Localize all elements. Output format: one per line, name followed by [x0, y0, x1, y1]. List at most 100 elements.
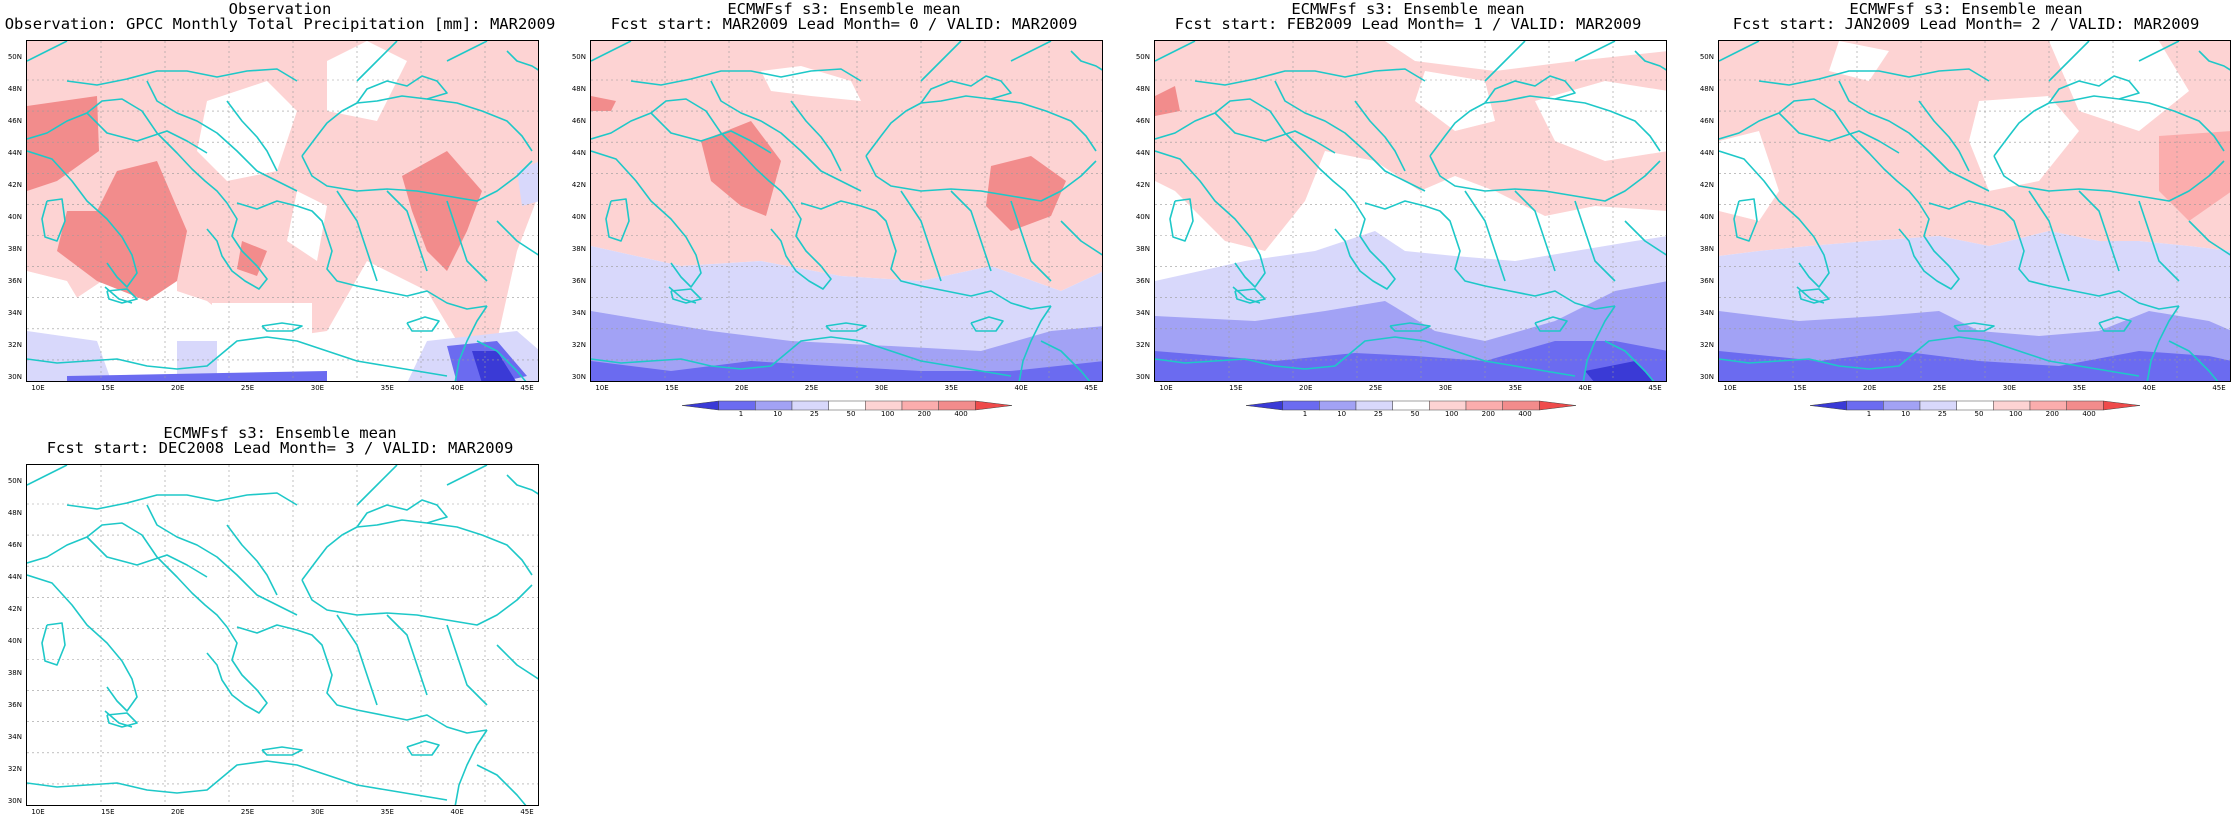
precip-band-50-100 [591, 41, 1102, 291]
coastline [1993, 95, 2225, 157]
colorbar-swatch [1919, 400, 1957, 411]
coastline [301, 579, 533, 626]
coastline [1604, 340, 1655, 381]
colorbar-swatch [1319, 400, 1357, 411]
colorbar-swatch [828, 400, 866, 411]
coastline [336, 190, 378, 282]
lon-tick-label: 15E [665, 384, 679, 392]
colorbar-label: 100 [880, 410, 895, 418]
lat-tick-label: 36N [7, 701, 22, 709]
lon-tick-label: 45E [520, 808, 534, 816]
coastline [1733, 198, 1758, 242]
colorbar-label: 1 [1302, 410, 1308, 418]
coastline [336, 614, 378, 706]
coastline [1234, 288, 1266, 304]
lon-tick-label: 10E [1723, 384, 1737, 392]
map-frame [1154, 40, 1667, 382]
lon-tick-label: 45E [1648, 384, 1662, 392]
lon-tick-label: 35E [380, 808, 394, 816]
lat-tick-label: 40N [7, 637, 22, 645]
coastline [1719, 41, 1760, 62]
coastline [261, 746, 303, 756]
lat-tick-label: 42N [1135, 181, 1150, 189]
lat-tick-label: 30N [7, 373, 22, 381]
coastline [1155, 98, 1356, 204]
coastline [386, 190, 428, 272]
coastlines [27, 41, 538, 381]
lon-tick-label: 30E [310, 808, 325, 816]
lat-tick-label: 32N [7, 765, 22, 773]
lon-tick-label: 40E [450, 808, 464, 816]
coastlines [1719, 41, 2230, 381]
lat-tick-label: 48N [1135, 85, 1150, 93]
coastline [630, 68, 862, 86]
lon-tick-label: 35E [380, 384, 394, 392]
coastline [2048, 285, 2180, 310]
coastline [86, 112, 208, 154]
coastline [406, 740, 440, 756]
precip-band-25-50 [212, 303, 312, 356]
lat-tick-label: 38N [7, 669, 22, 677]
lat-tick-label: 40N [7, 213, 22, 221]
coastline [2028, 190, 2070, 282]
lat-tick-label: 46N [1699, 117, 1714, 125]
coastline [1953, 322, 1995, 332]
colorbar-label: 1 [738, 410, 744, 418]
lon-tick-label: 10E [31, 808, 45, 816]
lon-tick-label: 25E [240, 808, 255, 816]
coastline [1364, 200, 1486, 287]
colorbar-swatch [791, 400, 829, 411]
coastline [236, 200, 358, 287]
lat-tick-label: 48N [571, 85, 586, 93]
lat-tick-label: 30N [7, 797, 22, 805]
panel-observation: Observation Observation: GPCC Monthly To… [0, 0, 560, 420]
coastline [454, 729, 488, 805]
coastline [1719, 336, 2140, 377]
lon-tick-label: 35E [1508, 384, 1522, 392]
panel-title-line1: ECMWFsf s3: Ensemble mean [727, 0, 961, 18]
colorbar-swatches [682, 400, 1012, 411]
lat-tick-label: 32N [1135, 341, 1150, 349]
coastline [1060, 220, 1102, 256]
colorbar-label: 400 [1518, 410, 1532, 418]
coastline [1838, 80, 1990, 192]
colorbar-label: 100 [1444, 410, 1459, 418]
coastline [66, 68, 298, 86]
panel-lead3: ECMWFsf s3: Ensemble mean Fcst start: DE… [0, 420, 560, 840]
coastline [1898, 202, 1960, 290]
precip-band-100-200 [2159, 131, 2230, 221]
coastline [41, 622, 66, 666]
coastline [1464, 190, 1506, 282]
lat-tick-label: 40N [1699, 213, 1714, 221]
lon-tick-label: 15E [1229, 384, 1243, 392]
colorbar-swatch [1392, 400, 1430, 411]
coastline [800, 200, 922, 287]
colorbar-swatch [865, 400, 903, 411]
colorbar-swatch [1502, 400, 1540, 411]
lon-tick-label: 30E [874, 384, 889, 392]
coastline [301, 95, 533, 157]
lat-tick-label: 38N [7, 245, 22, 253]
colorbar-swatch [2066, 400, 2104, 411]
coastline [356, 75, 448, 104]
lat-tick-label: 38N [1135, 245, 1150, 253]
coastline [146, 80, 298, 192]
precip-band-10-25 [177, 341, 217, 381]
coastline [476, 340, 527, 381]
coastline [591, 336, 1012, 377]
coastline [670, 288, 702, 304]
colorbar-swatch [1355, 400, 1393, 411]
lat-tick-label: 48N [7, 85, 22, 93]
graticule [1155, 41, 1666, 381]
precip-band-100-200 [237, 241, 267, 276]
coastline [1169, 198, 1194, 242]
lat-tick-label: 38N [571, 245, 586, 253]
coastline [591, 150, 702, 288]
lat-tick-label: 46N [571, 117, 586, 125]
panel-title-line1: ECMWFsf s3: Ensemble mean [1849, 0, 2083, 18]
precip-band-25-50 [1415, 71, 1495, 131]
coastline [496, 644, 538, 680]
colorbar-swatch [901, 400, 939, 411]
panel-title-line2: Fcst start: DEC2008 Lead Month= 3 / VALI… [46, 439, 514, 457]
colorbar-swatch [1993, 400, 2031, 411]
